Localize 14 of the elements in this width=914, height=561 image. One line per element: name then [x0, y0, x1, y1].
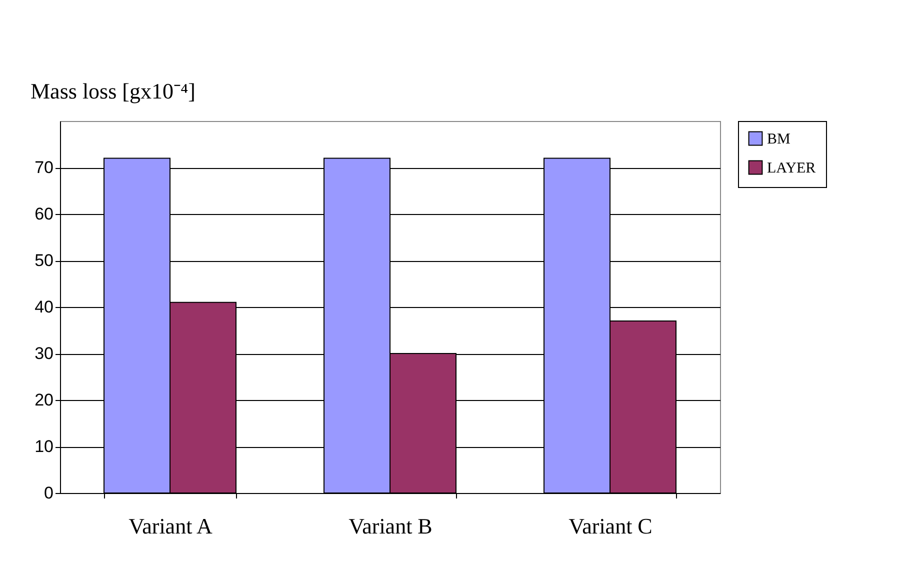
- x-tick-label: Variant A: [128, 514, 212, 538]
- y-tick-label: 20: [34, 390, 54, 410]
- y-tick-label: 30: [34, 344, 54, 363]
- x-tick-label: Variant C: [568, 514, 652, 538]
- y-axis-title: Mass loss [gx10⁻⁴]: [30, 78, 196, 104]
- y-tick-label: 70: [34, 158, 54, 177]
- y-tick-label: 60: [34, 204, 54, 224]
- y-tick-label: 40: [34, 298, 54, 316]
- x-tick-label: Variant B: [348, 514, 432, 538]
- legend-label: BM: [767, 132, 790, 148]
- y-tick-label: 0: [44, 484, 54, 502]
- y-tick-label: 50: [34, 251, 54, 270]
- y-tick-label: 10: [34, 437, 54, 456]
- legend-label: LAYER: [767, 160, 816, 176]
